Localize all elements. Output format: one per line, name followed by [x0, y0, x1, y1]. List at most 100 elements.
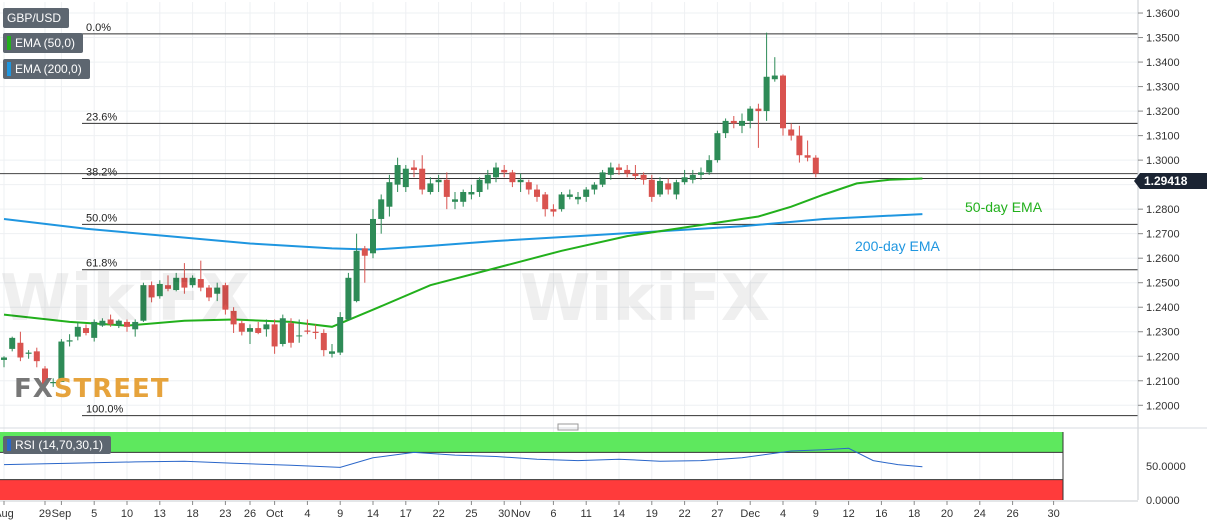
candle-bull — [1, 357, 7, 360]
candle-bear — [42, 368, 48, 385]
candle-bear — [534, 189, 540, 197]
ema50-legend: EMA (50,0) — [3, 33, 84, 53]
ema50-legend-label: EMA (50,0) — [15, 36, 76, 50]
time-tick-label: 18 — [186, 508, 198, 520]
rsi-overbought-zone — [0, 432, 1063, 453]
time-tick-label: 10 — [121, 508, 133, 520]
candle-bull — [402, 168, 409, 188]
candle-bear — [624, 169, 631, 174]
price-tick-label: 1.2300 — [1146, 327, 1180, 339]
candle-bear — [542, 194, 549, 210]
candle-bull — [189, 277, 196, 286]
price-tick-label: 1.3500 — [1146, 33, 1180, 45]
candle-bear — [165, 285, 171, 289]
candle-bull — [558, 194, 565, 210]
candle-bull — [214, 287, 221, 294]
candle-bear — [197, 279, 204, 288]
candle-bull — [771, 75, 778, 80]
candle-bull — [747, 108, 754, 121]
time-tick-label: 22 — [678, 508, 690, 520]
candle-bear — [124, 321, 130, 327]
time-tick-label: 26 — [244, 508, 256, 520]
time-tick-label: 17 — [400, 508, 412, 520]
candle-bull — [99, 320, 106, 326]
time-tick-label: 22 — [432, 508, 444, 520]
candle-bear — [640, 174, 647, 180]
price-tick-label: 1.3200 — [1146, 106, 1180, 118]
candle-bear — [525, 182, 532, 190]
ema50-swatch — [7, 36, 11, 50]
time-tick-label: 14 — [367, 508, 379, 520]
candle-bull — [296, 335, 303, 337]
ema50-line — [3, 177, 923, 328]
candle-bull — [763, 76, 770, 112]
price-tick-label: 1.3600 — [1146, 8, 1180, 20]
price-tick-label: 1.3000 — [1146, 155, 1180, 167]
time-tick-label: 13 — [154, 508, 166, 520]
time-tick-label: 12 — [842, 508, 854, 520]
candle-bull — [337, 317, 344, 353]
candle-bear — [550, 209, 557, 212]
candle-bull — [58, 341, 65, 382]
ema200-legend-label: EMA (200,0) — [15, 62, 82, 76]
time-tick-label: Aug — [0, 508, 14, 520]
candle-bull — [156, 283, 163, 297]
candle-bull — [247, 328, 253, 332]
candle-bull — [435, 179, 442, 183]
candle-bull — [329, 351, 335, 354]
time-tick-label: 5 — [91, 508, 97, 520]
price-tick-label: 1.3400 — [1146, 57, 1180, 69]
candle-bear — [632, 173, 639, 177]
time-tick-label: 4 — [780, 508, 786, 520]
ema50-annotation: 50-day EMA — [965, 199, 1043, 215]
candle-bull — [681, 177, 688, 183]
candle-bull — [698, 172, 704, 175]
time-tick-label: 14 — [613, 508, 625, 520]
candle-bear — [812, 157, 819, 174]
candle-bull — [279, 318, 286, 344]
time-tick-label: 24 — [974, 508, 986, 520]
candle-bull — [476, 179, 483, 192]
logo-street: STREET — [53, 374, 170, 404]
symbol-label: GBP/USD — [7, 11, 62, 25]
time-tick-label: 16 — [875, 508, 887, 520]
candle-bull — [517, 179, 524, 183]
price-tick-label: 1.2000 — [1146, 400, 1180, 412]
candle-bull — [460, 192, 467, 202]
candle-bear — [107, 319, 114, 325]
candle-bear — [796, 135, 803, 156]
candle-bull — [353, 250, 360, 302]
candle-bull — [591, 184, 598, 190]
time-tick-label: 9 — [337, 508, 343, 520]
candle-bear — [648, 179, 655, 197]
price-tick-label: 1.2500 — [1146, 278, 1180, 290]
candle-bull — [484, 174, 491, 184]
candle-bull — [452, 199, 458, 202]
symbol-legend: GBP/USD — [3, 8, 70, 28]
candle-bull — [673, 182, 680, 195]
candle-bear — [320, 332, 327, 351]
candle-bear — [443, 179, 450, 197]
logo-fx: FX — [14, 374, 54, 404]
candle-bull — [607, 167, 614, 175]
time-tick-label: 27 — [711, 508, 723, 520]
candle-bull — [706, 160, 713, 173]
candle-bear — [222, 285, 229, 310]
price-tick-label: 1.2100 — [1146, 376, 1180, 388]
candle-bull — [386, 182, 393, 207]
ema200-swatch — [7, 62, 11, 76]
rsi-oversold-zone — [0, 479, 1063, 500]
candle-bull — [468, 192, 475, 195]
ema200-line — [3, 213, 923, 251]
candle-bear — [665, 183, 672, 190]
time-tick-label: 30 — [498, 508, 510, 520]
candle-bull — [370, 218, 376, 254]
candle-bull — [739, 120, 745, 126]
candle-bear — [181, 277, 188, 288]
candle-bull — [657, 180, 663, 195]
time-tick-label: 9 — [813, 508, 819, 520]
candle-bull — [173, 277, 180, 291]
pane-resize-handle[interactable] — [557, 423, 579, 431]
rsi-tick-label: 0.0000 — [1146, 495, 1180, 507]
